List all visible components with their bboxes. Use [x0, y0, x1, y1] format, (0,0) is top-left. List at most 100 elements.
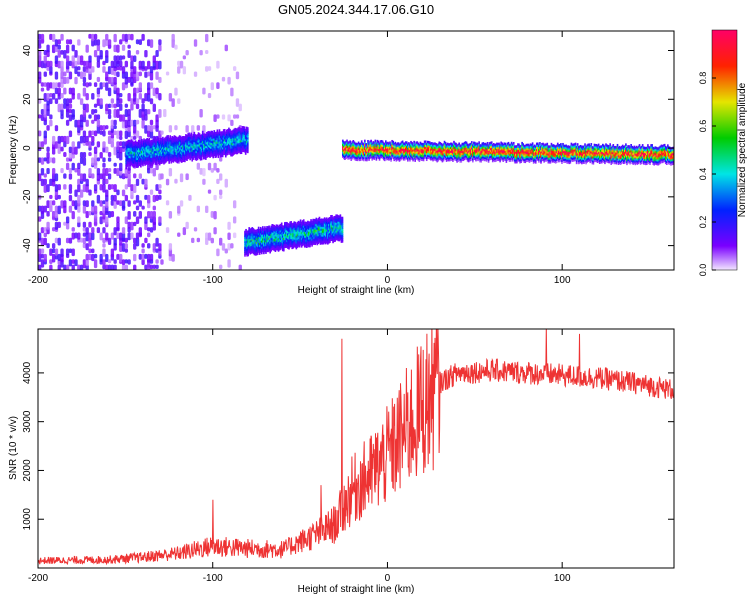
heat-cell [242, 126, 245, 129]
heat-cell [185, 155, 187, 159]
heat-cell [77, 205, 81, 213]
heat-cell [148, 153, 151, 157]
heat-cell [213, 137, 216, 141]
heat-cell [105, 253, 109, 263]
heat-cell [248, 242, 251, 246]
heat-cell [238, 130, 241, 134]
heat-cell [186, 142, 188, 146]
heat-cell [324, 224, 327, 227]
heat-cell [315, 231, 318, 234]
heat-cell [313, 242, 316, 245]
heat-cell [252, 235, 255, 239]
heat-cell [288, 231, 290, 234]
heat-cell [141, 146, 143, 150]
heat-cell [176, 147, 179, 150]
heat-cell [137, 157, 140, 161]
heat-cell [176, 154, 179, 158]
heat-cell [152, 210, 156, 218]
heat-cell [144, 237, 148, 244]
heat-cell [188, 134, 190, 138]
heat-cell [288, 225, 290, 229]
heat-cell [232, 141, 234, 144]
heat-cell [175, 140, 178, 144]
heat-cell [213, 145, 216, 149]
heat-cell [135, 147, 138, 151]
heat-cell [244, 240, 246, 244]
heat-cell [248, 232, 251, 236]
heat-cell [244, 130, 247, 134]
heat-cell [222, 133, 225, 136]
heat-cell [142, 152, 144, 155]
heat-cell [291, 229, 293, 232]
heat-cell [288, 239, 290, 242]
heat-cell [281, 236, 284, 240]
heat-cell [258, 234, 261, 238]
heat-cell [285, 243, 287, 246]
heat-cell [99, 151, 103, 159]
heat-cell [135, 155, 138, 159]
heat-cell [147, 150, 150, 154]
heat-cell [159, 141, 162, 145]
heat-cell [149, 168, 154, 174]
heat-cell [257, 250, 260, 253]
heat-cell [91, 39, 95, 47]
heat-cell [149, 156, 152, 159]
heat-cell [243, 142, 246, 145]
heat-cell [284, 241, 286, 245]
heat-cell [274, 229, 277, 233]
heat-cell [318, 220, 321, 224]
heat-cell [210, 154, 212, 157]
heat-cell [286, 233, 288, 237]
heat-cell [294, 235, 297, 239]
heat-cell [105, 71, 109, 80]
heat-cell [228, 151, 230, 154]
heat-cell [302, 225, 305, 228]
heat-cell [252, 243, 255, 247]
heat-cell [153, 138, 156, 142]
heat-cell [326, 226, 329, 229]
heat-cell [149, 66, 154, 74]
heat-cell [152, 55, 156, 63]
heat-cell [263, 228, 265, 231]
heat-cell [277, 229, 280, 233]
heat-cell [214, 133, 217, 137]
heat-cell [105, 178, 109, 185]
heat-cell [218, 148, 221, 152]
heat-cell [96, 173, 101, 182]
heat-cell [165, 136, 167, 140]
heat-cell [297, 242, 300, 245]
heat-cell [169, 137, 172, 140]
heat-cell [152, 60, 156, 69]
heat-cell [238, 103, 242, 112]
heat-cell [323, 221, 326, 224]
heat-cell [132, 163, 135, 166]
heat-cell [249, 238, 252, 241]
heat-cell [157, 141, 160, 145]
heat-cell [154, 152, 157, 156]
heat-cell [161, 151, 163, 155]
heat-cell [230, 138, 232, 141]
heat-cell [105, 264, 109, 270]
heat-cell [233, 142, 235, 145]
heat-cell [236, 136, 239, 139]
heat-cell [240, 145, 243, 149]
heat-cell [96, 44, 101, 52]
heat-cell [324, 234, 327, 237]
heat-cell [133, 145, 136, 148]
heat-cell [178, 158, 181, 162]
heat-cell [271, 241, 274, 245]
heat-cell [279, 223, 282, 227]
heat-cell [133, 153, 136, 156]
heat-cell [299, 231, 302, 234]
heat-cell [135, 165, 138, 168]
heat-cell [136, 147, 139, 151]
heat-cell [183, 145, 185, 149]
heat-cell [174, 159, 177, 162]
heat-cell [272, 240, 275, 243]
heat-cell [192, 135, 195, 139]
heat-cell [272, 243, 275, 247]
heat-cell [276, 234, 279, 237]
heat-cell [142, 144, 144, 147]
heat-cell [147, 154, 150, 158]
heat-cell [179, 173, 184, 183]
